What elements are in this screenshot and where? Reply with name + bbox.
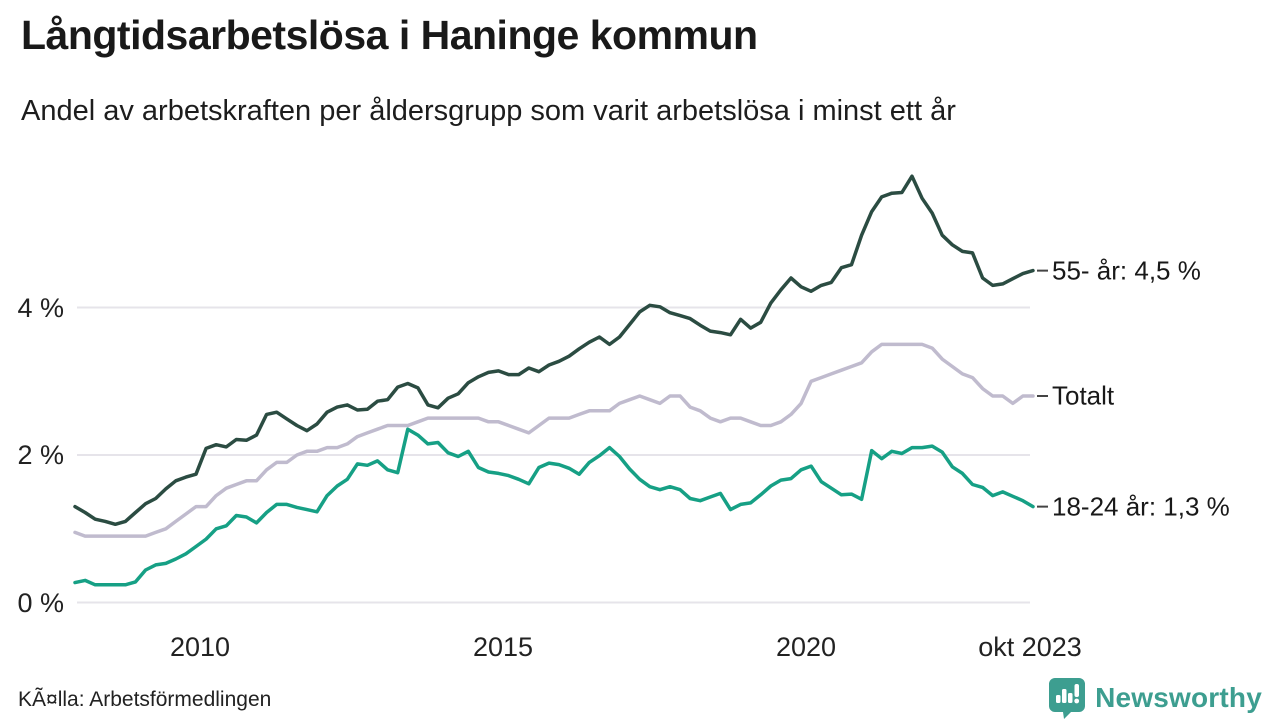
newsworthy-logo: Newsworthy bbox=[1047, 676, 1262, 720]
page-title: Långtidsarbetslösa i Haninge kommun bbox=[21, 12, 758, 58]
y-axis-label-0: 0 % bbox=[17, 587, 64, 618]
x-axis-label-2020: 2020 bbox=[775, 632, 837, 662]
x-axis-label-2015: 2015 bbox=[472, 632, 534, 662]
series-label-18-24-ar: 18-24 år: 1,3 % bbox=[1052, 491, 1230, 522]
x-axis-label-2010: 2010 bbox=[169, 632, 231, 662]
brand-name: Newsworthy bbox=[1095, 682, 1262, 713]
series-line-Totalt bbox=[73, 342, 1035, 538]
newsworthy-logo-icon bbox=[1049, 678, 1086, 719]
x-axis-label-okt-2023: okt 2023 bbox=[978, 632, 1082, 662]
y-axis-label-2: 2 % bbox=[17, 440, 64, 470]
source-note: KÃ¤lla: Arbetsförmedlingen bbox=[18, 688, 272, 711]
y-axis-label-4: 4 % bbox=[17, 292, 64, 323]
series-label-55-ar: 55- år: 4,5 % bbox=[1052, 255, 1201, 286]
series-line-55- år bbox=[73, 174, 1035, 527]
chart-subtitle: Andel av arbetskraften per åldersgrupp s… bbox=[21, 95, 956, 127]
series-line-18-24 år bbox=[73, 427, 1035, 587]
series-label-totalt: Totalt bbox=[1052, 380, 1115, 411]
